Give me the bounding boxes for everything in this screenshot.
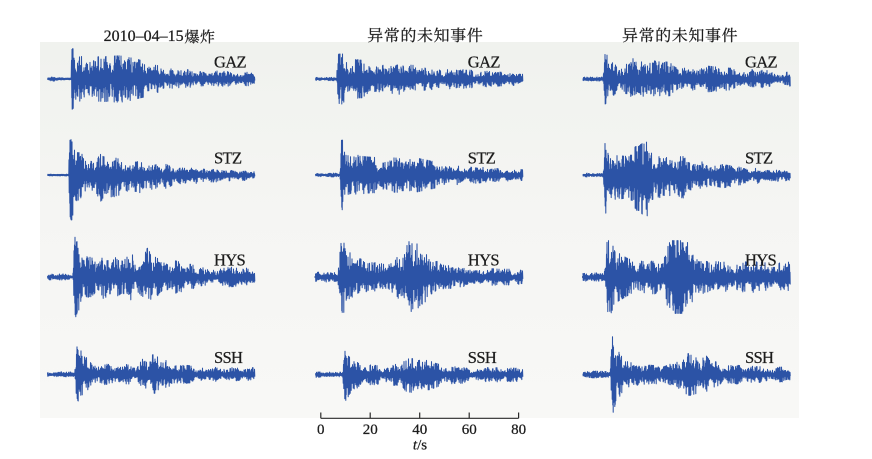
svg-text:t/s: t/s bbox=[413, 438, 427, 454]
svg-text:SSH: SSH bbox=[745, 348, 774, 367]
svg-text:STZ: STZ bbox=[745, 149, 773, 168]
svg-text:GAZ: GAZ bbox=[468, 53, 501, 72]
svg-text:0: 0 bbox=[317, 422, 325, 438]
svg-text:HYS: HYS bbox=[214, 251, 246, 270]
svg-text:60: 60 bbox=[462, 422, 477, 438]
svg-text:HYS: HYS bbox=[468, 251, 500, 270]
svg-text:SSH: SSH bbox=[214, 348, 243, 367]
svg-text:40: 40 bbox=[412, 422, 427, 438]
svg-text:SSH: SSH bbox=[468, 348, 497, 367]
svg-text:80: 80 bbox=[511, 422, 526, 438]
svg-text:GAZ: GAZ bbox=[214, 53, 247, 72]
svg-text:HYS: HYS bbox=[745, 251, 777, 270]
svg-text:GAZ: GAZ bbox=[745, 53, 778, 72]
svg-text:STZ: STZ bbox=[214, 149, 242, 168]
svg-text:2010–04–15: 2010–04–15 bbox=[104, 28, 184, 45]
svg-text:STZ: STZ bbox=[468, 149, 496, 168]
svg-text:20: 20 bbox=[363, 422, 378, 438]
